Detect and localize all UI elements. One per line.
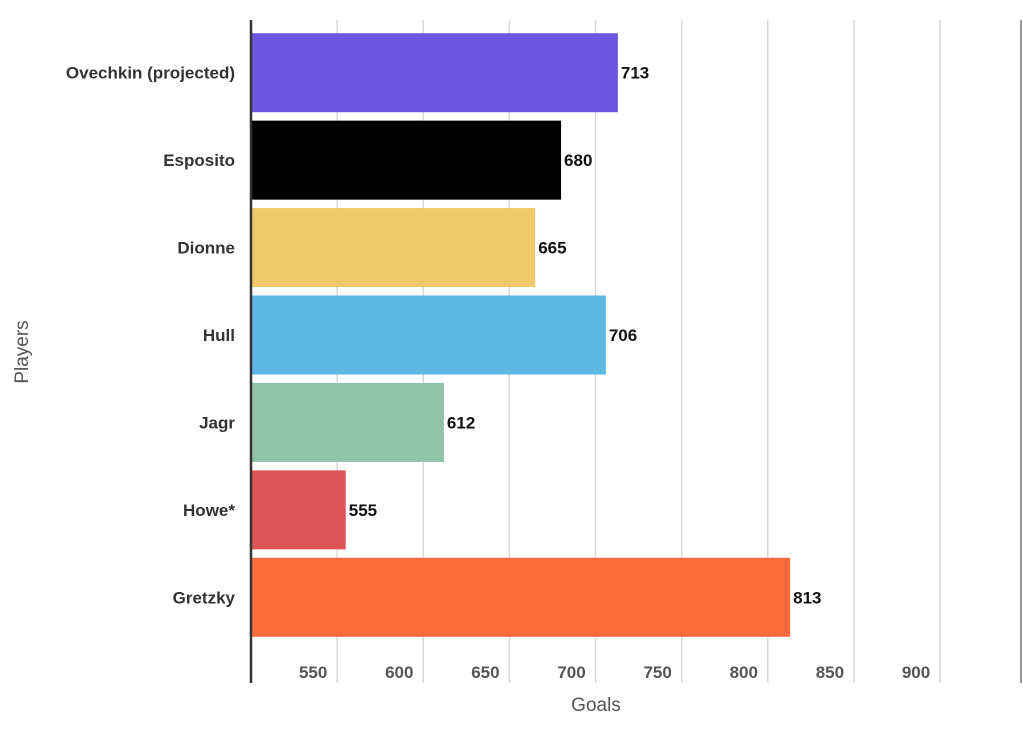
bar-1 — [252, 120, 562, 200]
x-tick-label: 650 — [471, 663, 499, 682]
x-tick-labels: 550 600 650 700 750 800 850 900 — [299, 663, 930, 682]
x-tick-label: 600 — [385, 663, 413, 682]
category-label: Gretzky — [173, 588, 236, 607]
x-tick-label: 550 — [299, 663, 327, 682]
category-label: Esposito — [163, 151, 235, 170]
data-label: 813 — [793, 588, 821, 607]
bar-4 — [252, 382, 444, 462]
data-label: 665 — [538, 239, 566, 258]
data-label: 612 — [447, 413, 475, 432]
category-label: Dionne — [177, 239, 235, 258]
x-tick-label: 700 — [557, 663, 585, 682]
data-label: 680 — [564, 151, 592, 170]
bar-0 — [252, 33, 618, 113]
data-label: 713 — [621, 64, 649, 83]
x-axis-title: Goals — [571, 695, 621, 716]
x-tick-label: 750 — [643, 663, 671, 682]
data-label: 706 — [609, 326, 637, 345]
bars — [252, 33, 791, 637]
bar-5 — [252, 470, 346, 550]
category-labels: Ovechkin (projected) Esposito Dionne Hull Ja… — [66, 64, 236, 608]
data-label: 555 — [349, 501, 377, 520]
x-tick-label: 800 — [730, 663, 758, 682]
y-axis-title: Players — [12, 320, 33, 383]
x-tick-label: 900 — [902, 663, 930, 682]
bar-6 — [252, 557, 791, 637]
category-label: Howe* — [183, 501, 235, 520]
bar-3 — [252, 295, 606, 375]
x-tick-label: 850 — [816, 663, 844, 682]
bar-2 — [252, 208, 536, 288]
category-label: Jagr — [199, 413, 235, 432]
category-label: Hull — [203, 326, 235, 345]
data-labels: 713 680 665 706 612 555 813 — [349, 64, 822, 608]
category-label: Ovechkin (projected) — [66, 64, 235, 83]
